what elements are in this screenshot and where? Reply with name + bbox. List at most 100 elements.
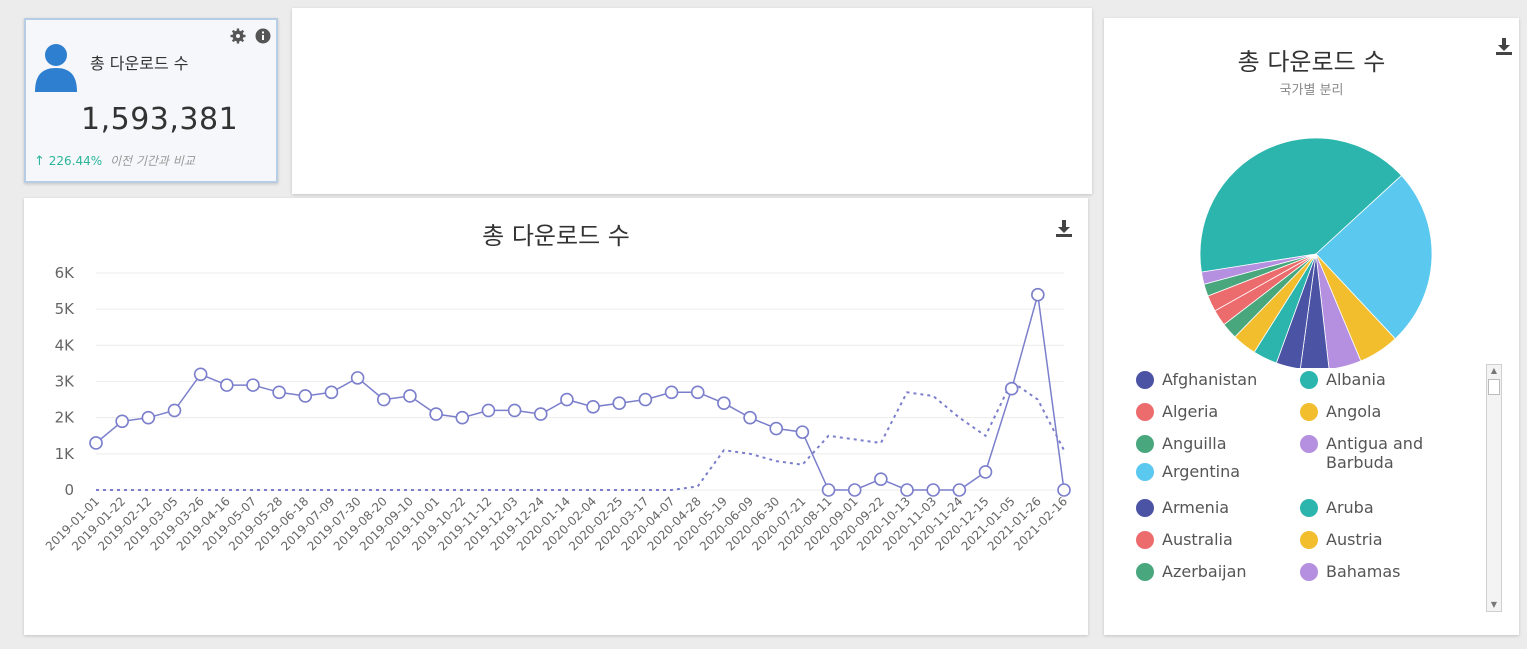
data-point: [167, 403, 182, 418]
data-point: [926, 483, 940, 497]
data-point: [978, 465, 993, 479]
legend-marker: [1136, 435, 1154, 453]
kpi-title: 총 다운로드 수: [90, 54, 189, 73]
line-chart-title: 총 다운로드 수: [482, 222, 630, 250]
data-point: [952, 483, 967, 497]
legend-label: Australia: [1162, 530, 1233, 549]
user-icon: [34, 42, 78, 96]
legend-item[interactable]: Anguilla: [1136, 434, 1296, 453]
data-point: [560, 392, 574, 407]
legend-marker: [1136, 371, 1154, 389]
kpi-value: 1,593,381: [81, 102, 239, 137]
gear-icon[interactable]: [230, 28, 246, 48]
legend-marker: [1300, 371, 1318, 389]
data-point: [220, 378, 234, 392]
kpi-delta: ↑ 226.44% 이전 기간과 비교: [34, 152, 195, 169]
data-point: [324, 385, 339, 400]
arrow-up-icon: ↑: [34, 154, 45, 169]
pie-slice: [1315, 253, 1362, 368]
legend-item[interactable]: Albania: [1300, 370, 1470, 389]
pie-slice: [1200, 253, 1317, 285]
data-point: [795, 425, 810, 439]
y-tick-label: 6K: [55, 264, 76, 282]
legend-item[interactable]: Bahamas: [1300, 562, 1470, 581]
data-point: [376, 392, 391, 407]
legend-item[interactable]: Armenia: [1136, 498, 1296, 517]
data-point: [1057, 483, 1071, 497]
download-icon[interactable]: [1494, 36, 1514, 60]
pie-slice: [1315, 174, 1433, 340]
legend-label: Aruba: [1326, 498, 1374, 517]
line-chart: 6K5K4K3K2K1K02019-01-012019-01-222019-02…: [43, 264, 1071, 553]
legend-label: Afghanistan: [1162, 370, 1258, 389]
data-point: [403, 389, 417, 403]
data-point: [350, 371, 365, 385]
legend-marker: [1300, 499, 1318, 517]
data-point: [246, 378, 260, 392]
data-point: [429, 407, 443, 421]
legend-marker: [1300, 435, 1318, 453]
data-point: [1031, 287, 1045, 302]
y-tick-label: 2K: [55, 409, 76, 427]
pie-slice: [1199, 137, 1403, 273]
y-tick-label: 1K: [55, 445, 76, 463]
line-chart-panel: 총 다운로드 수 6K 5K 4K 3K 2K 1K 0 2019-01-01 2019-01-…: [24, 198, 1088, 635]
data-point: [298, 389, 313, 403]
legend-item[interactable]: Azerbaijan: [1136, 562, 1296, 581]
legend-item[interactable]: Aruba: [1300, 498, 1470, 517]
data-point: [874, 472, 888, 486]
legend-marker: [1300, 563, 1318, 581]
info-icon[interactable]: [255, 28, 271, 48]
y-tick-label: 4K: [55, 336, 76, 354]
series-marker-line: [95, 294, 1065, 491]
legend-item[interactable]: Argentina: [1136, 462, 1296, 481]
empty-panel: [292, 8, 1092, 194]
data-point: [507, 403, 522, 418]
legend-label: Bahamas: [1326, 562, 1401, 581]
legend-marker: [1136, 463, 1154, 481]
legend-item[interactable]: Austria: [1300, 530, 1470, 549]
legend-label: Argentina: [1162, 462, 1241, 481]
data-point: [847, 483, 862, 497]
legend-item[interactable]: Afghanistan: [1136, 370, 1296, 389]
legend-label: Angola: [1326, 402, 1382, 421]
y-tick-label: 5K: [55, 300, 76, 318]
legend-scrollbar[interactable]: ▲ ▼: [1486, 364, 1502, 612]
legend-label: Algeria: [1162, 402, 1219, 421]
data-point: [690, 385, 705, 400]
data-point: [900, 483, 914, 497]
data-point: [664, 385, 679, 400]
pie-legend: Afghanistan Albania Algeria Angola Anguilla A…: [1136, 370, 1476, 610]
y-tick-label: 0: [64, 481, 74, 499]
legend-label: Albania: [1326, 370, 1386, 389]
legend-item[interactable]: Australia: [1136, 530, 1296, 549]
legend-marker: [1136, 531, 1154, 549]
kpi-card[interactable]: 총 다운로드 수 1,593,381 ↑ 226.44% 이전 기간과 비교: [24, 18, 278, 183]
legend-item[interactable]: Angola: [1300, 402, 1470, 421]
data-point: [586, 400, 600, 414]
data-point: [115, 414, 129, 429]
data-point: [743, 410, 757, 425]
legend-label: Anguilla: [1162, 434, 1227, 453]
legend-marker: [1300, 403, 1318, 421]
legend-label: Armenia: [1162, 498, 1230, 517]
legend-label: Azerbaijan: [1162, 562, 1247, 581]
scroll-down-icon[interactable]: ▼: [1490, 600, 1498, 609]
legend-label: Austria: [1326, 530, 1383, 549]
pie-chart-subtitle: 국가별 분리: [1279, 83, 1344, 98]
data-point: [455, 410, 470, 425]
data-point: [533, 407, 548, 421]
data-point: [481, 403, 496, 418]
data-point: [193, 367, 208, 382]
legend-item[interactable]: Algeria: [1136, 402, 1296, 421]
kpi-delta-value: 226.44%: [48, 154, 103, 168]
pie-slice: [1300, 253, 1330, 368]
download-icon[interactable]: [1054, 218, 1074, 242]
legend-item[interactable]: Antigua and Barbuda: [1300, 434, 1470, 472]
data-point: [89, 436, 103, 450]
legend-marker: [1136, 563, 1154, 581]
data-point: [638, 392, 653, 407]
legend-label: Antigua and Barbuda: [1326, 434, 1424, 472]
scroll-up-icon[interactable]: ▲: [1490, 366, 1498, 375]
scroll-thumb[interactable]: [1488, 379, 1500, 395]
